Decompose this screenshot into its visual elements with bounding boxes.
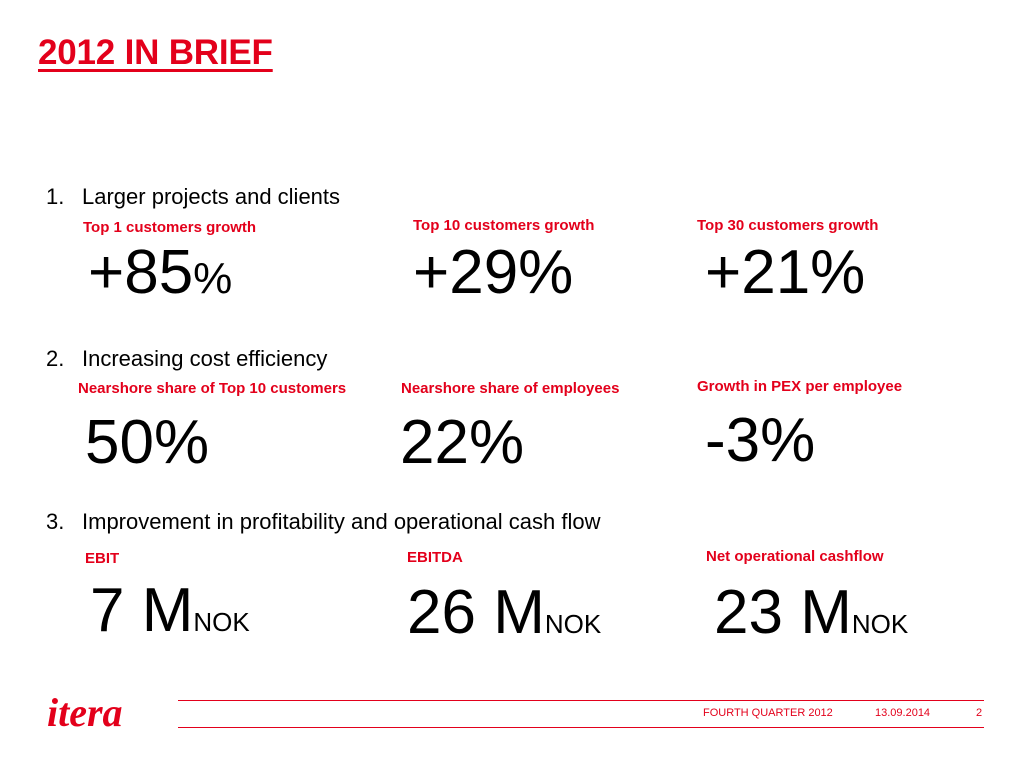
metric-label: Net operational cashflow: [706, 548, 884, 565]
metric-value: 26 MNOK: [407, 582, 601, 644]
metric-number: 7 M: [90, 576, 194, 645]
metric-value: 50%: [85, 408, 210, 477]
section-number: 1.: [46, 184, 65, 209]
footer-report-name: FOURTH QUARTER 2012: [703, 707, 833, 719]
metric-label: Growth in PEX per employee: [697, 378, 903, 395]
itera-logo: itera: [47, 690, 123, 735]
metric-label: Top 30 customers growth: [697, 217, 879, 234]
metric-unit: NOK: [193, 607, 250, 637]
footer-page-number: 2: [976, 707, 983, 719]
metric-number: +85: [88, 238, 194, 307]
section-number: 2.: [46, 346, 65, 371]
slide-title: 2012 IN BRIEF: [38, 33, 273, 72]
metric-value: +21%: [705, 238, 866, 307]
metric-value: +85%: [88, 242, 232, 304]
metric-label: Nearshore share of Top 10 customers: [78, 380, 347, 397]
footer-divider-bottom: [178, 727, 984, 728]
metric-label: EBIT: [85, 550, 120, 567]
metric-unit: %: [193, 254, 233, 303]
metric-number: 26 M: [407, 578, 545, 647]
metric-value: 7 MNOK: [90, 580, 250, 642]
metric-value: -3%: [705, 406, 816, 475]
metric-value: 23 MNOK: [714, 582, 908, 644]
section-heading-2: 2. Increasing cost efficiency: [46, 346, 327, 372]
section-number: 3.: [46, 509, 65, 534]
metric-label: EBITDA: [407, 549, 463, 566]
footer-date: 13.09.2014: [875, 707, 931, 719]
footer-divider-top: [178, 700, 984, 701]
section-heading-1: 1. Larger projects and clients: [46, 184, 340, 210]
section-heading-3: 3. Improvement in profitability and opera…: [46, 509, 601, 535]
metric-label: Top 10 customers growth: [413, 217, 595, 234]
metric-label: Top 1 customers growth: [83, 219, 257, 236]
metric-unit: NOK: [544, 609, 602, 639]
metric-value: +29%: [413, 238, 574, 307]
metric-number: 23 M: [714, 578, 852, 647]
logo-wordmark: itera: [47, 690, 123, 735]
section-heading-text: Improvement in profitability and operati…: [82, 509, 601, 534]
section-heading-text: Increasing cost efficiency: [82, 346, 328, 371]
metric-label: Nearshore share of employees: [401, 380, 620, 397]
metric-value: 22%: [400, 408, 525, 477]
section-heading-text: Larger projects and clients: [82, 184, 341, 209]
metric-unit: NOK: [851, 609, 909, 639]
